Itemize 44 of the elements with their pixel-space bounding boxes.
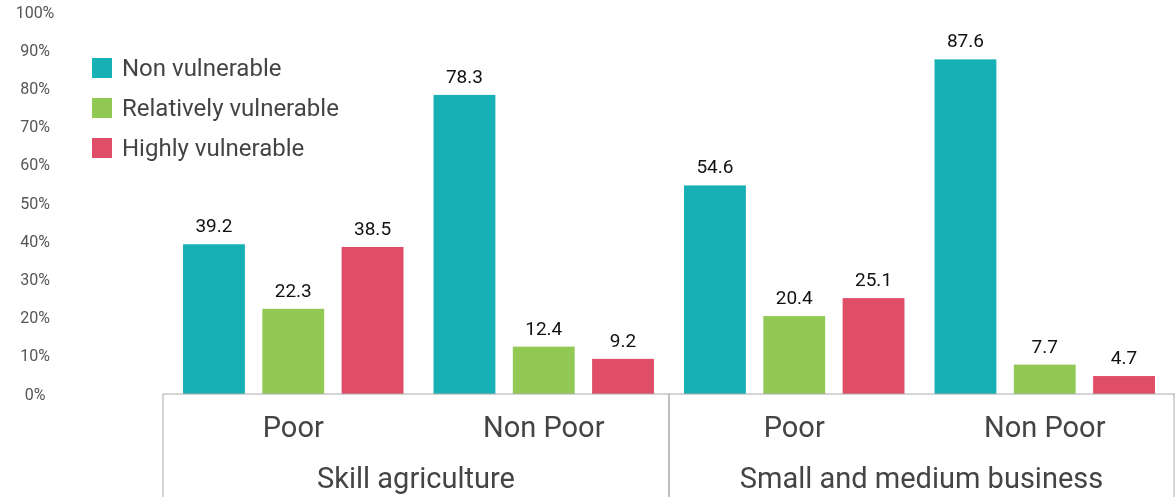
y-tick-label: 10% [20,346,51,366]
bar [934,59,997,394]
data-label: 54.6 [696,155,734,179]
x-tick-label: Poor [763,410,825,444]
y-tick-label: 80% [20,79,51,98]
bar [341,246,404,394]
y-tick-label: 70% [20,117,51,137]
data-label: 39.2 [195,214,233,238]
data-label: 25.1 [855,268,893,292]
data-label: 20.4 [775,286,814,310]
data-label: 22.3 [274,278,312,302]
legend-label: Highly vulnerable [122,134,305,163]
y-tick-label: 40% [20,231,51,251]
data-label: 38.5 [354,216,392,240]
bar [262,308,325,394]
bar [684,185,746,394]
text: Skill agriculture [317,461,515,495]
bar [433,94,496,394]
y-tick-label: 30% [20,270,51,289]
data-label: 78.3 [445,64,483,88]
legend-label: Non vulnerable [122,54,282,83]
y-tick-label: 0% [24,384,46,404]
y-tick-label: 60% [20,155,51,175]
text: Small and medium business [739,461,1104,495]
bar [763,316,826,394]
data-label: 87.6 [946,29,984,53]
x-tick-label: Poor [262,410,324,444]
data-label: 4.7 [1110,346,1138,370]
y-tick-label: 90% [20,40,51,60]
bar [1093,376,1155,394]
x-tick-label: Non Poor [984,410,1106,444]
data-label: 12.4 [525,316,563,340]
bar [183,244,245,394]
bar [592,358,654,394]
bar [1013,364,1076,394]
y-tick-label: 50% [20,193,51,213]
bar [512,346,575,394]
bar [842,298,905,394]
y-tick-label: 100% [15,2,55,22]
x-tick-label: Non Poor [483,410,605,444]
legend-label: Relatively vulnerable [122,94,339,123]
data-label: 7.7 [1031,334,1058,358]
y-tick-label: 20% [20,308,51,328]
data-label: 9.2 [609,328,637,352]
